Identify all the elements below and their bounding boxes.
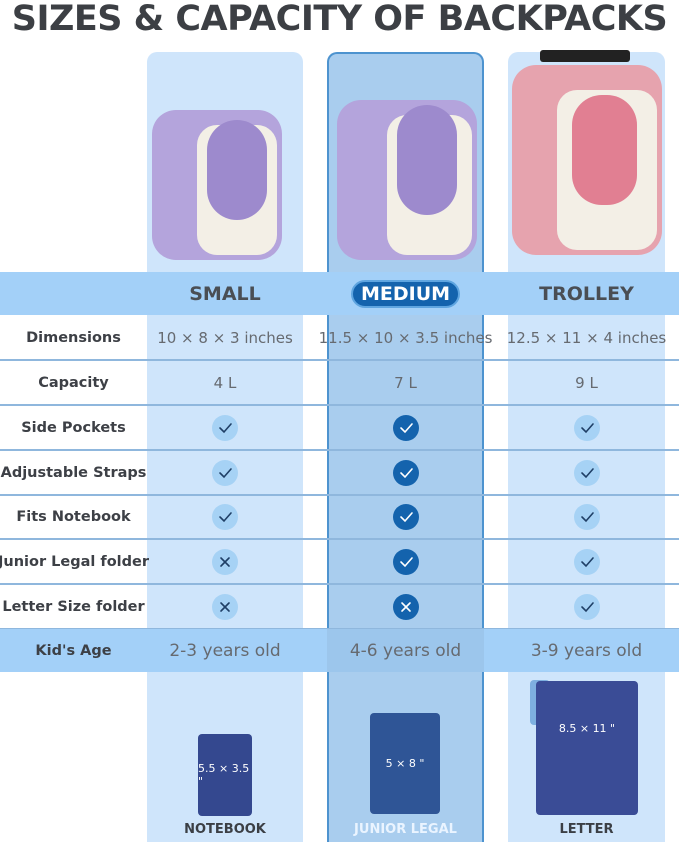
notebook-size: 5.5 × 3.5 " <box>198 762 250 788</box>
check-icon <box>392 460 419 486</box>
feature-cell <box>327 585 484 629</box>
feature-cell <box>327 451 484 495</box>
feature-cell <box>327 406 484 450</box>
check-icon <box>573 594 600 620</box>
row-label: Junior Legal folder <box>0 554 150 570</box>
check-icon <box>212 415 238 441</box>
letter-folder-image: 8.5 × 11 " <box>536 681 638 815</box>
row-label: Side Pockets <box>21 420 126 436</box>
medium-badge: MEDIUM <box>350 279 461 308</box>
check-icon <box>212 504 238 530</box>
row-divider <box>0 449 679 451</box>
age-trolley: 3-9 years old <box>530 640 643 661</box>
column-header-trolley: TROLLEY <box>539 282 634 305</box>
letter-label: LETTER <box>559 821 614 837</box>
check-icon <box>573 460 600 486</box>
row-label: Letter Size folder <box>2 599 145 615</box>
row-label: Dimensions <box>26 330 121 346</box>
junior-legal-label: JUNIOR LEGAL <box>354 821 457 837</box>
cross-icon <box>212 549 238 575</box>
dimensions-value: 11.5 × 10 × 3.5 inches <box>318 329 493 347</box>
notebook-image: 5.5 × 3.5 " <box>198 734 252 816</box>
age-medium: 4-6 years old <box>327 629 484 672</box>
row-label: Adjustable Straps <box>0 465 147 481</box>
feature-cell <box>508 406 665 450</box>
dimensions-value: 10 × 8 × 3 inches <box>157 329 293 347</box>
cross-icon <box>212 594 238 620</box>
feature-cell <box>147 540 303 584</box>
dimensions-value: 12.5 × 11 × 4 inches <box>506 329 667 347</box>
row-divider <box>0 583 679 585</box>
check-icon <box>392 549 419 575</box>
small-backpack-image <box>152 110 282 260</box>
feature-cell <box>508 495 665 539</box>
feature-cell <box>327 495 484 539</box>
column-header-small: SMALL <box>189 282 261 305</box>
capacity-value: 9 L <box>575 374 598 392</box>
capacity-value: 4 L <box>213 374 237 392</box>
row-divider <box>0 538 679 540</box>
trolley-backpack-image <box>512 65 662 255</box>
row-divider <box>0 404 679 406</box>
trolley-handle <box>540 50 630 62</box>
check-icon <box>573 415 600 441</box>
feature-cell <box>508 585 665 629</box>
feature-cell <box>147 406 303 450</box>
junior-legal-image: 5 × 8 " <box>370 713 440 814</box>
junior-legal-size: 5 × 8 " <box>385 757 425 770</box>
capacity-value: 7 L <box>394 374 417 392</box>
check-icon <box>392 504 419 530</box>
row-label-age: Kid's Age <box>35 642 112 659</box>
check-icon <box>392 415 419 441</box>
check-icon <box>573 549 600 575</box>
feature-cell <box>147 585 303 629</box>
letter-size: 8.5 × 11 " <box>558 721 616 735</box>
feature-cell <box>147 451 303 495</box>
check-icon <box>212 460 238 486</box>
row-label: Capacity <box>38 375 109 391</box>
header-row <box>0 272 679 315</box>
feature-cell <box>147 495 303 539</box>
row-divider <box>0 494 679 496</box>
page-title: SIZES & CAPACITY OF BACKPACKS <box>11 0 668 39</box>
medium-backpack-image <box>337 100 477 260</box>
row-divider <box>0 359 679 361</box>
age-small: 2-3 years old <box>169 640 281 661</box>
row-label: Fits Notebook <box>16 509 131 525</box>
notebook-label: NOTEBOOK <box>184 821 266 837</box>
feature-cell <box>508 451 665 495</box>
cross-icon <box>392 594 419 620</box>
check-icon <box>573 504 600 530</box>
feature-cell <box>508 540 665 584</box>
feature-cell <box>327 540 484 584</box>
column-header-medium: MEDIUM <box>327 272 484 315</box>
